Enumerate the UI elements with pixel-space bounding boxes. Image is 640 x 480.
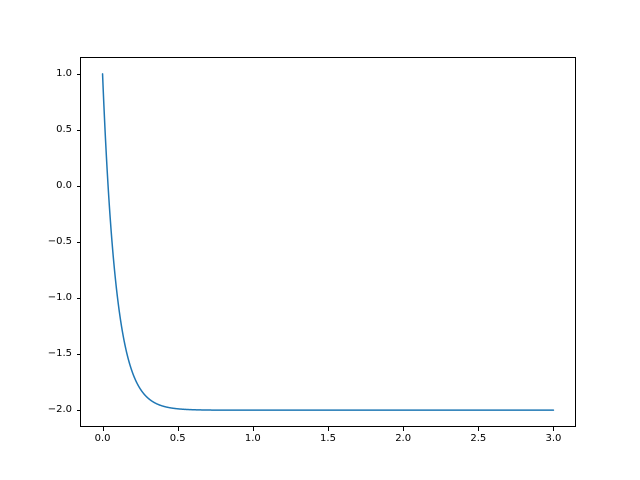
axes-frame <box>80 57 576 427</box>
y-tick-mark <box>76 129 80 131</box>
data-line-exponential-decay <box>101 73 555 411</box>
x-tick-mark <box>177 427 179 431</box>
y-tick-label-text: −2.0 <box>47 404 72 416</box>
x-tick-mark <box>403 427 405 431</box>
x-tick-label: 0.0 <box>94 433 111 444</box>
x-tick-mark <box>553 427 555 431</box>
y-tick-mark <box>76 73 80 75</box>
y-tick-mark <box>76 410 80 412</box>
plot-area <box>101 73 555 411</box>
x-tick-label: 3.0 <box>545 433 562 444</box>
x-tick-label: 2.0 <box>395 433 412 444</box>
x-tick-label: 1.5 <box>320 433 336 444</box>
y-tick-mark <box>76 354 80 356</box>
y-tick-label-text: −1.0 <box>47 292 72 304</box>
y-tick-label-text: 0.0 <box>56 179 72 191</box>
x-tick-label: 0.5 <box>169 433 186 444</box>
x-tick-label: 1.0 <box>244 433 261 444</box>
x-tick-mark <box>478 427 480 431</box>
y-tick-label-text: 0.5 <box>56 123 72 135</box>
y-tick-label-text: −1.5 <box>47 348 72 360</box>
x-tick-label: 2.5 <box>470 433 487 444</box>
x-tick-mark <box>102 427 104 431</box>
y-tick-mark <box>76 242 80 243</box>
y-tick-label-text: −0.5 <box>47 236 72 247</box>
x-tick-mark <box>328 427 329 431</box>
x-tick-mark <box>252 427 254 431</box>
y-tick-mark <box>76 298 80 300</box>
y-tick-mark <box>76 185 80 187</box>
y-tick-label-text: 1.0 <box>56 67 72 79</box>
